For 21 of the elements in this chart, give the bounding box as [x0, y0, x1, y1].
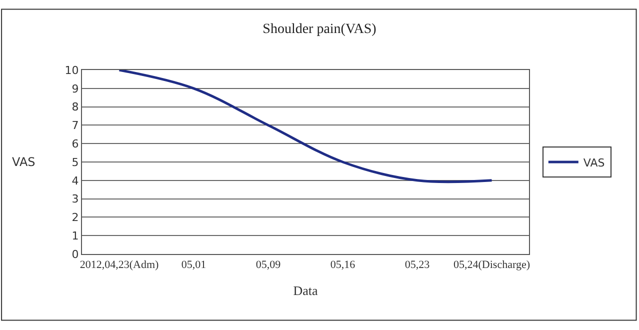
y-tick-label: 2	[72, 211, 79, 224]
y-axis-title: VAS	[12, 155, 36, 169]
y-tick-label: 9	[72, 82, 79, 96]
y-tick-label: 4	[72, 174, 79, 188]
y-tick-label: 8	[72, 100, 79, 114]
x-tick-label: 05,23	[404, 259, 430, 272]
y-tick-label: 1	[72, 229, 79, 242]
x-tick-label: 05,24(Discharge)	[454, 259, 530, 272]
y-tick-label: 5	[72, 156, 79, 169]
x-tick-label: 05,09	[256, 259, 282, 272]
x-tick-label: 05,16	[330, 259, 356, 272]
y-tick-label: 0	[72, 248, 79, 261]
y-tick-label: 3	[72, 192, 79, 206]
x-tick-label: 05,01	[181, 259, 206, 272]
chart-title: Shoulder pain(VAS)	[262, 22, 377, 37]
y-tick-label: 10	[64, 64, 79, 77]
x-axis-title: Data	[293, 282, 318, 298]
x-tick-label: 2012,04,23(Adm)	[80, 259, 159, 272]
y-tick-label: 6	[72, 137, 79, 150]
y-tick-label: 7	[72, 119, 79, 132]
legend-label: VAS	[583, 156, 605, 170]
